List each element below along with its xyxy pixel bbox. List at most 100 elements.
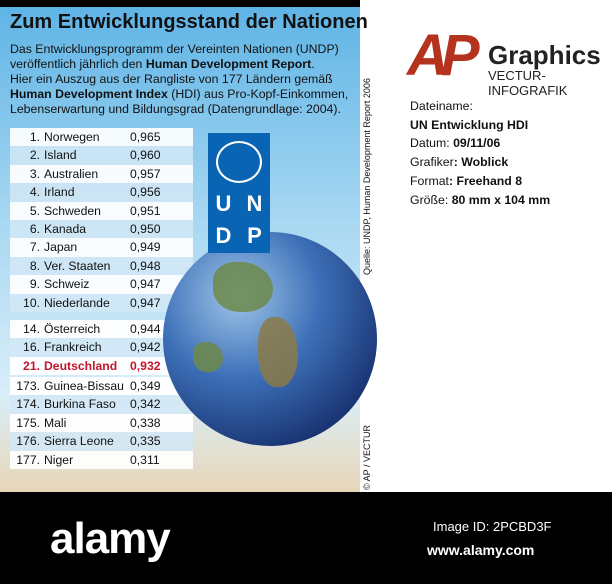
intro-line: Lebenserwartung und Bildungsgrad (Dateng… — [10, 102, 341, 116]
image-id: Image ID: 2PCBD3F — [433, 519, 552, 534]
country-cell: Japan — [44, 240, 78, 255]
rank-cell: 3. — [29, 166, 40, 181]
rank-cell: 21. — [23, 358, 40, 373]
table-row: 1. Norwegen 0,965 — [10, 128, 193, 147]
country-cell: Australien — [44, 166, 99, 181]
format-label: Format — [410, 173, 449, 188]
rank-cell: 10. — [23, 295, 40, 310]
size-label: Größe: — [410, 192, 452, 207]
author-value: : Woblick — [453, 155, 509, 170]
hdi-cell: 0,956 — [130, 185, 161, 200]
hdi-cell: 0,965 — [130, 130, 161, 144]
filename-label: Dateiname: — [410, 99, 473, 113]
table-row: 175. Mali 0,338 — [10, 413, 193, 433]
country-cell: Niederlande — [44, 295, 110, 310]
logo-letter: N — [246, 191, 263, 216]
rank-cell: 175. — [16, 415, 40, 430]
country-cell: Niger — [44, 452, 74, 467]
table-row: 173. Guinea-Bissau 0,349 — [10, 377, 193, 396]
globe-image — [163, 232, 377, 446]
table-row: 7. Japan 0,949 — [10, 238, 193, 257]
rank-cell: 8. — [29, 258, 40, 273]
filename-value: UN Entwicklung HDI — [410, 117, 529, 132]
intro-bold: Human Development Index — [10, 87, 168, 101]
country-cell: Norwegen — [44, 130, 100, 144]
hdi-cell: 0,960 — [130, 148, 161, 163]
format-value: : Freehand 8 — [448, 173, 523, 188]
country-cell: Ver. Staaten — [44, 258, 111, 273]
country-cell: Schweden — [44, 203, 101, 218]
un-emblem-icon — [216, 141, 262, 183]
rank-cell: 4. — [29, 185, 40, 200]
brand-graphics: Graphics — [488, 40, 601, 70]
rank-cell: 1. — [29, 130, 40, 144]
hdi-cell: 0,932 — [130, 358, 161, 373]
country-cell: Frankreich — [44, 340, 102, 355]
country-cell: Guinea-Bissau — [44, 379, 124, 393]
infographic: Zum Entwicklungsstand der Nationen Das E… — [0, 0, 377, 492]
table-row: 174. Burkina Faso 0,342 — [10, 395, 193, 414]
table-row: 21. Deutschland 0,932 — [10, 356, 193, 376]
table-row: 177. Niger 0,311 — [10, 450, 193, 469]
rank-cell: 9. — [29, 277, 40, 292]
source-note: Quelle: UNDP, Human Development Report 2… — [362, 78, 372, 275]
logo-letter: U — [215, 191, 232, 216]
brand-subtitle: VECTUR-INFOGRAFIK — [488, 68, 568, 98]
rank-cell: 14. — [23, 322, 40, 336]
table-row: 8. Ver. Staaten 0,948 — [10, 256, 193, 276]
hdi-cell: 0,951 — [130, 203, 161, 218]
file-metadata: Dateiname: UN Entwicklung HDI Datum: 09/… — [410, 97, 550, 209]
table-row: 10. Niederlande 0,947 — [10, 293, 193, 312]
hdi-cell: 0,948 — [130, 258, 161, 273]
hdi-cell: 0,944 — [130, 322, 161, 336]
ranking-top-group: 1. Norwegen 0,965 2. Island 0,960 3. Australien… — [10, 128, 193, 312]
country-cell: Mali — [44, 415, 67, 430]
intro-line: (HDI) aus Pro-Kopf-Einkommen, — [167, 87, 349, 101]
rank-cell: 6. — [29, 221, 40, 236]
rank-cell: 16. — [23, 340, 40, 355]
hdi-cell: 0,947 — [130, 277, 161, 292]
table-row: 14. Österreich 0,944 — [10, 320, 193, 339]
site-url[interactable]: www.alamy.com — [427, 542, 535, 558]
country-cell: Schweiz — [44, 277, 90, 292]
rank-cell: 173. — [16, 379, 40, 393]
author-label: Grafiker — [410, 155, 454, 170]
copyright-note: © AP / VECTUR — [362, 425, 372, 490]
country-cell: Kanada — [44, 221, 87, 236]
hdi-cell: 0,335 — [130, 434, 161, 449]
rank-cell: 7. — [29, 240, 40, 255]
intro-bold: Human Development Report — [145, 57, 312, 71]
rank-cell: 174. — [16, 397, 40, 412]
country-cell: Irland — [44, 185, 75, 200]
size-value: 80 mm x 104 mm — [451, 192, 551, 207]
country-cell: Sierra Leone — [44, 434, 114, 449]
hdi-cell: 0,949 — [130, 240, 161, 255]
table-row: 9. Schweiz 0,947 — [10, 275, 193, 294]
country-cell: Island — [44, 148, 77, 163]
rank-cell: 177. — [16, 452, 40, 467]
table-row: 3. Australien 0,957 — [10, 164, 193, 184]
intro-text: Das Entwicklungsprogramm der Vereinten N… — [10, 42, 350, 117]
country-cell: Österreich — [44, 322, 101, 336]
watermark-footer: alamy Image ID: 2PCBD3F www.alamy.com — [0, 492, 612, 584]
table-row: 16. Frankreich 0,942 — [10, 338, 193, 357]
logo-letter: D — [215, 223, 232, 248]
ap-logo: AP — [407, 23, 480, 88]
intro-line: Hier ein Auszug aus der Rangliste von 17… — [10, 72, 333, 86]
rank-cell: 2. — [29, 148, 40, 163]
hdi-cell: 0,950 — [130, 221, 161, 236]
intro-line: Das Entwicklungsprogramm der Vereinten N… — [10, 42, 339, 56]
infographic-title: Zum Entwicklungsstand der Nationen — [10, 11, 368, 33]
rank-cell: 176. — [16, 434, 40, 449]
date-label: Datum: — [410, 136, 454, 151]
date-value: 09/11/06 — [453, 136, 501, 151]
intro-line: veröffentlich jährlich den — [10, 57, 146, 71]
ranking-middle-group: 14. Österreich 0,944 16. Frankreich 0,942 21. D… — [10, 320, 193, 376]
country-cell: Deutschland — [44, 358, 118, 373]
logo-letter: P — [247, 223, 262, 248]
country-cell: Burkina Faso — [44, 397, 116, 412]
hdi-cell: 0,342 — [130, 397, 161, 412]
intro-line: . — [311, 57, 315, 71]
table-row: 5. Schweden 0,951 — [10, 201, 193, 220]
ranking-bottom-group: 173. Guinea-Bissau 0,349 174. Burkina Faso 0,… — [10, 377, 193, 469]
